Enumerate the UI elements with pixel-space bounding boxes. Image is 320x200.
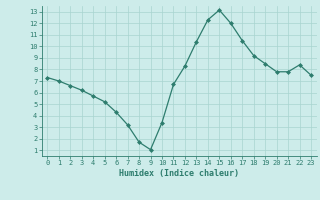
X-axis label: Humidex (Indice chaleur): Humidex (Indice chaleur) xyxy=(119,169,239,178)
